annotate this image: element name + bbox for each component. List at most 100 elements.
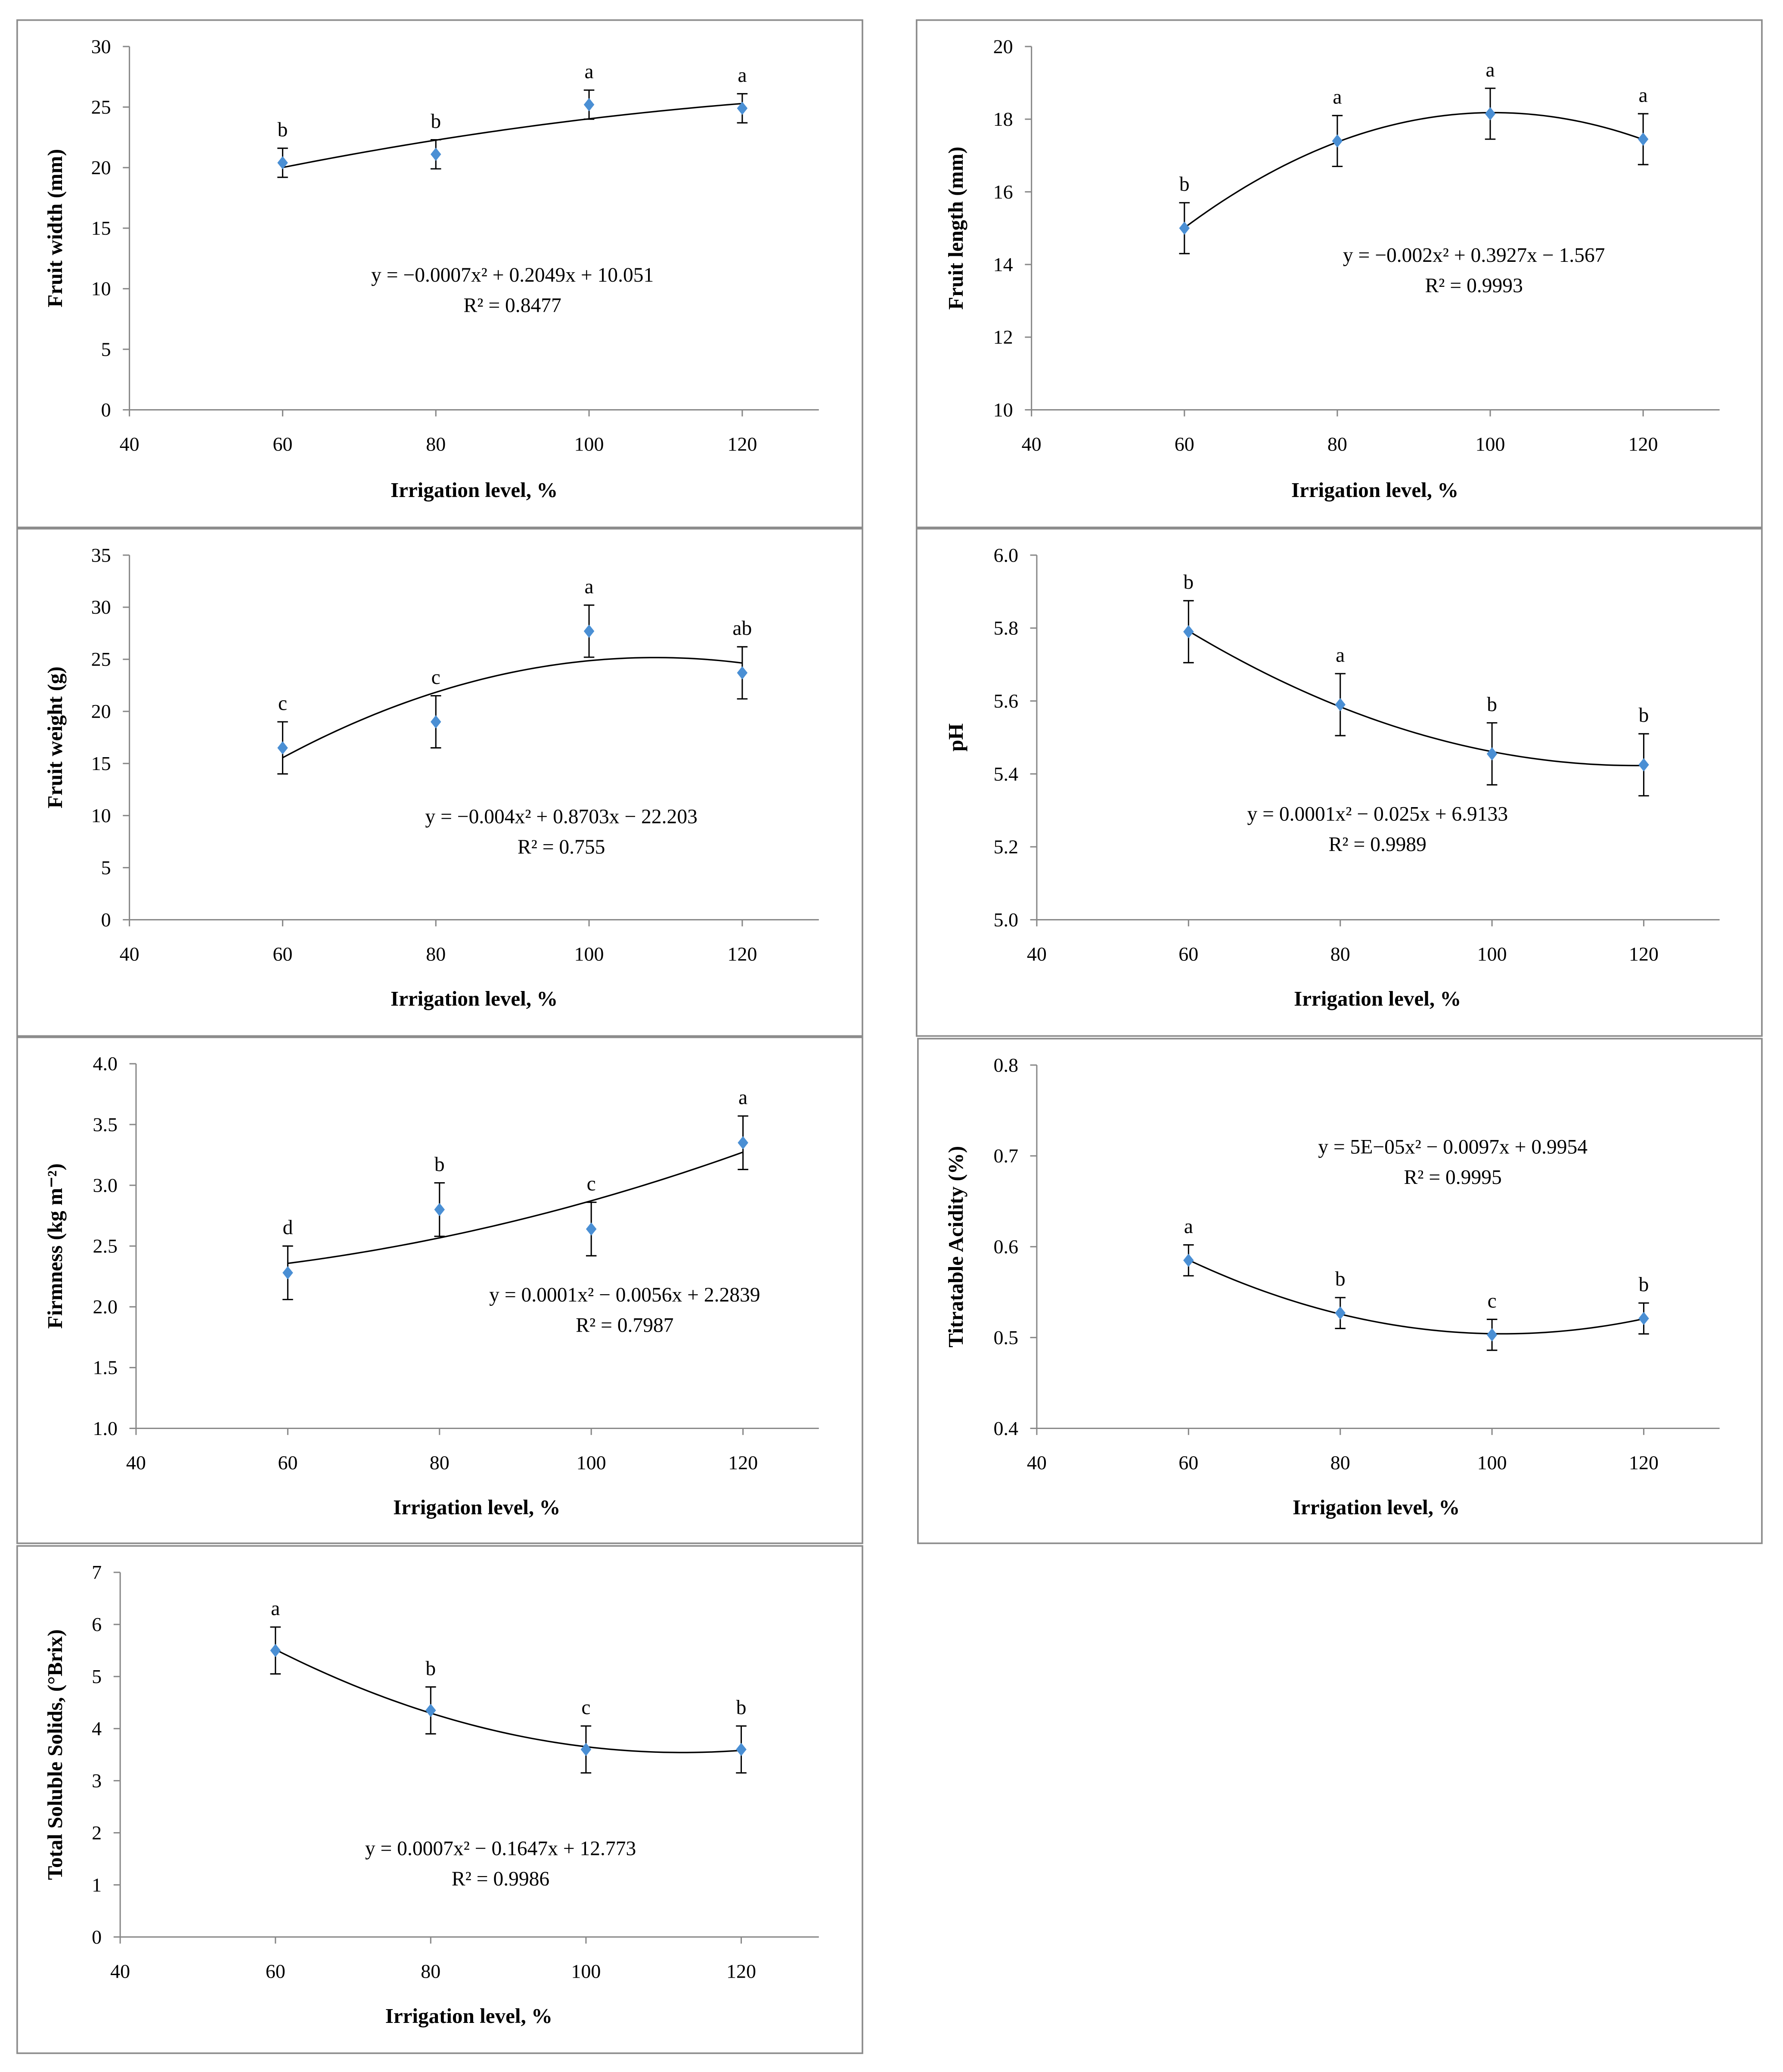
trendline-equation: y = −0.0007x² + 0.2049x + 10.051 <box>371 264 654 286</box>
x-tick-label: 100 <box>571 1960 601 1982</box>
x-tick-label: 60 <box>273 433 292 455</box>
data-point <box>270 1643 281 1657</box>
y-tick-label: 5.2 <box>993 836 1018 858</box>
y-tick-label: 5.8 <box>993 617 1018 639</box>
x-tick-label: 120 <box>726 1960 756 1982</box>
y-axis-label: Titratable Acidity (%) <box>944 1146 967 1348</box>
data-point <box>1637 132 1649 146</box>
y-tick-label: 2 <box>92 1822 102 1844</box>
y-tick-label: 2.0 <box>93 1296 118 1318</box>
significance-letter: b <box>431 110 441 133</box>
x-tick-label: 120 <box>1629 943 1659 965</box>
y-tick-label: 0.6 <box>993 1236 1018 1258</box>
y-tick-label: 10 <box>91 278 111 300</box>
significance-letter: c <box>278 692 287 714</box>
y-tick-label: 3.0 <box>93 1174 118 1196</box>
data-point <box>277 156 288 170</box>
significance-letter: a <box>1184 1215 1193 1238</box>
x-tick-label: 80 <box>421 1960 440 1982</box>
y-tick-label: 14 <box>993 253 1013 275</box>
significance-letter: c <box>431 666 440 689</box>
panel-border <box>16 528 863 1037</box>
y-axis-label: Fruit weight (g) <box>43 666 67 808</box>
data-point <box>1335 698 1346 711</box>
significance-letter: a <box>1336 644 1345 667</box>
significance-letter: ab <box>732 617 752 640</box>
x-tick-label: 120 <box>1628 433 1658 455</box>
x-tick-label: 120 <box>727 433 757 455</box>
chart-panel-6: 0.4 0.5 0.6 0.7 0.8 40 60 80 100 120 a b c b y = 5E−05… <box>917 1038 1763 1544</box>
x-tick-label: 60 <box>1178 1452 1198 1474</box>
x-tick-label: 60 <box>266 1960 285 1982</box>
data-point <box>1332 134 1343 148</box>
trendline-equation: y = 5E−05x² − 0.0097x + 0.9954 <box>1318 1136 1588 1158</box>
trendline <box>1188 630 1644 767</box>
y-tick-label: 25 <box>91 96 111 118</box>
y-tick-label: 35 <box>91 544 111 566</box>
y-tick-label: 25 <box>91 648 111 670</box>
y-tick-label: 0.4 <box>993 1417 1018 1439</box>
y-tick-label: 30 <box>91 596 111 618</box>
x-axis-label: Irrigation level, % <box>391 478 558 502</box>
y-tick-label: 5 <box>92 1665 102 1687</box>
y-tick-label: 10 <box>91 805 111 826</box>
y-tick-label: 1.5 <box>93 1357 118 1379</box>
y-axis-label: Total Soluble Solids, (°Brix) <box>43 1629 67 1880</box>
y-tick-label: 0.8 <box>993 1054 1018 1076</box>
r-squared: R² = 0.9995 <box>1404 1166 1502 1189</box>
x-tick-label: 100 <box>1477 943 1507 965</box>
y-tick-label: 0 <box>101 909 111 931</box>
y-tick-label: 20 <box>91 157 111 179</box>
y-axis-label: Fruit width (mm) <box>43 149 67 308</box>
significance-letter: b <box>1487 693 1497 716</box>
significance-letter: b <box>1335 1268 1346 1290</box>
x-tick-label: 80 <box>1330 1452 1350 1474</box>
x-tick-label: 60 <box>1178 943 1198 965</box>
x-tick-label: 100 <box>1477 1452 1507 1474</box>
significance-letter: a <box>585 61 594 83</box>
x-tick-label: 120 <box>728 1452 758 1474</box>
significance-letter: a <box>1333 86 1342 109</box>
trendline-equation: y = 0.0001x² − 0.0056x + 2.2839 <box>489 1284 760 1306</box>
y-tick-label: 2.5 <box>93 1235 118 1257</box>
x-tick-label: 80 <box>1327 433 1347 455</box>
data-point <box>430 147 441 161</box>
panel-border <box>915 528 1763 1037</box>
r-squared: R² = 0.8477 <box>464 295 561 317</box>
y-tick-label: 16 <box>993 181 1013 203</box>
chart-panel-1: 0 5 10 15 20 25 30 40 60 80 100 120 b b a a y = −0.0007x… <box>16 19 863 528</box>
y-tick-label: 4.0 <box>93 1053 118 1075</box>
trendline <box>275 1649 741 1753</box>
x-tick-label: 100 <box>577 1452 606 1474</box>
y-tick-label: 0.5 <box>993 1326 1018 1348</box>
r-squared: R² = 0.9989 <box>1329 833 1426 856</box>
data-point <box>430 715 441 729</box>
significance-letter: b <box>1179 173 1190 196</box>
y-tick-label: 5.0 <box>993 909 1018 931</box>
y-tick-label: 0 <box>92 1926 102 1948</box>
significance-letter: a <box>271 1597 280 1620</box>
chart-panel-2: 10 12 14 16 18 20 40 60 80 100 120 b a a a y = −0.002x²… <box>915 19 1763 528</box>
x-tick-label: 40 <box>120 433 140 455</box>
x-tick-label: 40 <box>1027 943 1047 965</box>
trendline <box>282 103 743 168</box>
y-tick-label: 3 <box>92 1770 102 1792</box>
x-tick-label: 40 <box>110 1960 130 1982</box>
x-axis-label: Irrigation level, % <box>1293 1495 1460 1519</box>
x-tick-label: 40 <box>1027 1452 1047 1474</box>
trendline-equation: y = −0.002x² + 0.3927x − 1.567 <box>1343 244 1605 267</box>
x-tick-label: 60 <box>1175 433 1194 455</box>
trendline <box>1188 1259 1644 1335</box>
y-tick-label: 10 <box>993 399 1013 421</box>
x-axis-label: Irrigation level, % <box>1291 478 1458 502</box>
significance-letter: b <box>736 1696 747 1719</box>
x-tick-label: 60 <box>278 1452 298 1474</box>
y-tick-label: 18 <box>993 108 1013 130</box>
x-tick-label: 40 <box>120 943 140 965</box>
x-tick-label: 40 <box>1022 433 1042 455</box>
x-tick-label: 120 <box>727 943 757 965</box>
data-point <box>277 741 288 755</box>
data-point <box>425 1704 436 1717</box>
y-tick-label: 30 <box>91 35 111 57</box>
